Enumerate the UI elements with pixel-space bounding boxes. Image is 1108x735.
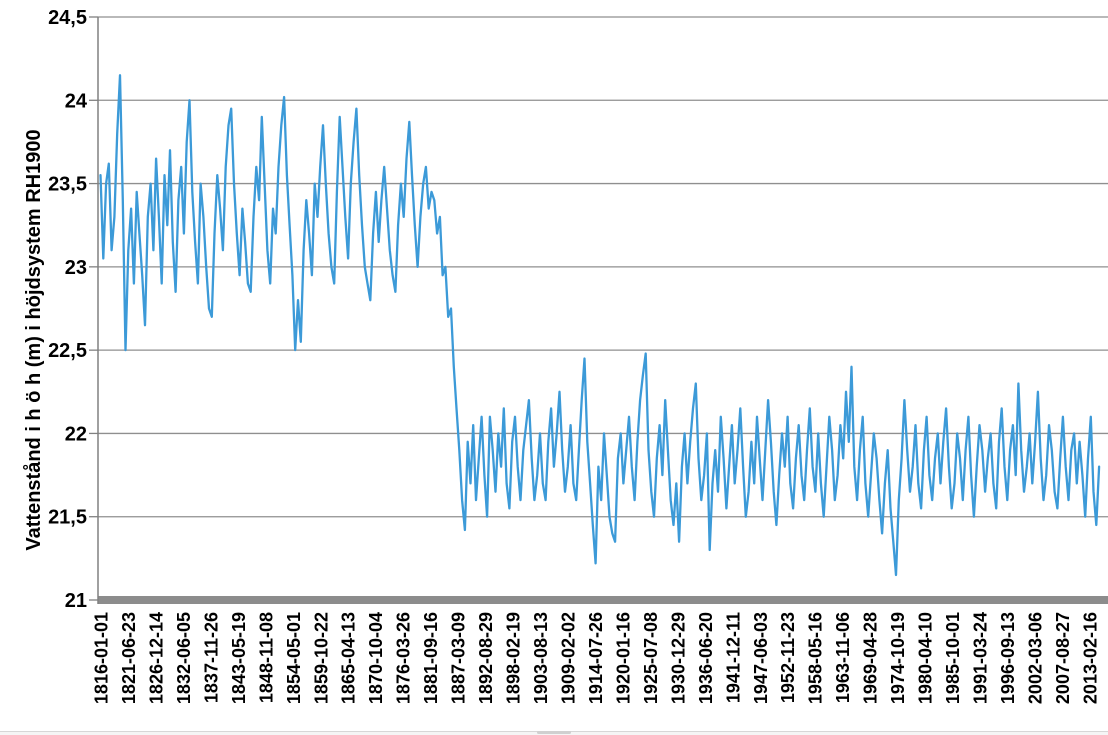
x-tick-label: 1881-09-16 <box>421 612 441 704</box>
x-tick-label: 1832-06-05 <box>174 612 194 704</box>
x-tick-label: 1914-07-26 <box>586 612 606 704</box>
gridlines <box>98 16 1108 604</box>
water-level-series-line <box>99 74 1101 577</box>
x-tick-label: 1996-09-13 <box>998 612 1018 704</box>
y-tick-label: 22 <box>65 423 87 445</box>
window-resize-notch <box>537 731 571 734</box>
y-tick-label: 24,5 <box>48 7 87 29</box>
x-tick-label: 1952-11-23 <box>778 612 798 703</box>
x-tick-label: 1980-04-10 <box>916 612 936 704</box>
x-tick-label: 2013-02-16 <box>1080 612 1100 704</box>
x-tick-label: 1854-05-01 <box>284 612 304 704</box>
x-tick-label: 1930-12-29 <box>668 612 688 704</box>
y-tick-label: 22,5 <box>48 340 87 362</box>
x-tick-label: 1903-08-13 <box>531 612 551 704</box>
y-tick-label: 24 <box>65 90 88 112</box>
x-tick-label: 1892-08-29 <box>476 612 496 704</box>
x-tick-label: 1991-03-24 <box>971 612 991 704</box>
x-tick-label: 1848-11-08 <box>256 612 276 703</box>
x-tick-label: 1920-01-16 <box>613 612 633 704</box>
x-tick-label: 1865-04-13 <box>339 612 359 704</box>
x-tick-label: 1816-01-01 <box>92 612 112 704</box>
y-tick-label: 21,5 <box>48 507 87 529</box>
x-tick-label: 1969-04-28 <box>861 612 881 704</box>
x-tick-label: 1821-06-23 <box>119 612 139 704</box>
y-axis-title: Vattenstånd i h ö h (m) i höjdsystem RH1… <box>22 129 45 550</box>
x-tick-label: 1974-10-19 <box>888 612 908 704</box>
x-tick-label: 1936-06-20 <box>696 612 716 704</box>
x-tick-label: 2007-08-27 <box>1053 612 1073 704</box>
y-tick-label: 21 <box>65 590 87 612</box>
x-tick-labels: 1816-01-01 1821-06-23 1826-12-14 1832-06-05… <box>92 612 1101 704</box>
y-tick-label: 23,5 <box>48 174 87 196</box>
x-tick-label: 1941-12-11 <box>723 612 743 703</box>
x-tick-label: 1826-12-14 <box>146 612 166 704</box>
x-tick-label: 1898-02-19 <box>504 612 524 704</box>
x-tick-label: 1870-10-04 <box>366 612 386 704</box>
x-tick-label: 1958-05-16 <box>806 612 826 704</box>
y-tick-label: 23 <box>65 257 87 279</box>
x-tick-label: 1985-10-01 <box>943 612 963 704</box>
x-tick-label: 1909-02-02 <box>559 612 579 704</box>
window-bottom-edge <box>0 731 1108 735</box>
x-tick-label: 1947-06-03 <box>751 612 771 704</box>
x-tick-label: 1876-03-26 <box>394 612 414 704</box>
x-tick-label: 1925-07-08 <box>641 612 661 704</box>
x-tick-label: 1963-11-06 <box>833 612 853 703</box>
x-tick-label: 1859-10-22 <box>311 612 331 704</box>
x-axis-baseline-bar <box>98 596 1108 604</box>
y-axis-ticks <box>89 16 98 601</box>
y-tick-labels: 24,5 24 23,5 23 22,5 22 21,5 21 <box>48 7 88 612</box>
x-tick-label: 2002-03-06 <box>1026 612 1046 704</box>
x-tick-label: 1837-11-26 <box>201 612 221 703</box>
x-tick-label: 1887-03-09 <box>449 612 469 704</box>
x-tick-label: 1843-05-19 <box>229 612 249 704</box>
